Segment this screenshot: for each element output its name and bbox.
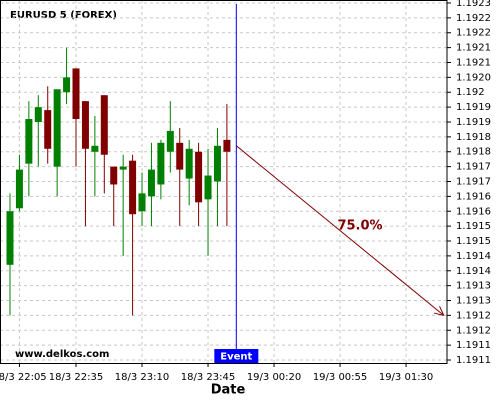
- y-tick-label: 1.1914: [456, 266, 491, 277]
- x-tick-label: 18/3 23:10: [115, 372, 169, 383]
- y-tick-label: 1.1911: [456, 355, 491, 366]
- y-tick-label: 1.1912: [456, 310, 491, 321]
- y-tick-label: 1.1913: [456, 281, 491, 292]
- y-tick-label: 1.1922: [456, 28, 491, 39]
- y-tick-label: 1.1923: [456, 0, 491, 9]
- candle-body: [6, 211, 14, 265]
- projection-label: 75.0%: [337, 219, 382, 234]
- candle-body: [63, 77, 71, 93]
- y-tick-label: 1.1916: [456, 206, 491, 217]
- candle-body: [185, 148, 193, 179]
- arrow-head: [439, 306, 445, 316]
- y-tick-label: 1.1911: [456, 340, 491, 351]
- x-tick-label: 18/3 22:35: [49, 372, 103, 383]
- watermark: www.delkos.com: [15, 349, 109, 360]
- plot-frame: [0, 0, 448, 364]
- candle-body: [119, 166, 127, 170]
- candle-body: [44, 110, 52, 149]
- candle-body: [166, 130, 174, 152]
- y-tick-label: 1.1915: [456, 236, 491, 247]
- x-tick-label: 19/3 01:30: [379, 372, 433, 383]
- y-tick-label: 1.1913: [456, 296, 491, 307]
- y-tick-label: 1.1917: [456, 162, 491, 173]
- y-tick-label: 1.1914: [456, 251, 491, 262]
- candle-body: [25, 119, 33, 164]
- projection-arrow: [236, 145, 445, 316]
- y-tick-label: 1.1919: [456, 102, 491, 113]
- candle-body: [176, 142, 184, 170]
- y-tick-label: 1.1916: [456, 191, 491, 202]
- candle-body: [53, 89, 61, 167]
- y-tick-label: 1.192: [456, 87, 485, 98]
- candle-body: [157, 142, 165, 185]
- y-tick-label: 1.1920: [456, 72, 491, 83]
- x-tick-label: 18/3 22:05: [0, 372, 47, 383]
- candle-body: [72, 68, 80, 120]
- x-axis-title: Date: [211, 383, 246, 398]
- chart-title: EURUSD 5 (FOREX): [10, 10, 117, 21]
- candle-body: [100, 95, 108, 155]
- y-tick-label: 1.1918: [456, 147, 491, 158]
- candle-body: [223, 139, 231, 152]
- candle-body: [195, 151, 203, 203]
- y-tick-label: 1.1918: [456, 132, 491, 143]
- candle-body: [147, 169, 155, 197]
- x-tick-label: 18/3 23:45: [181, 372, 235, 383]
- candle-body: [34, 107, 42, 122]
- event-box: [214, 349, 259, 363]
- arrow-head: [433, 312, 444, 316]
- y-tick-label: 1.1915: [456, 221, 491, 232]
- candle-body: [129, 160, 137, 215]
- candle-body: [204, 175, 212, 200]
- x-tick-label: 19/3 00:55: [313, 372, 367, 383]
- event-label: Event: [220, 352, 252, 363]
- x-tick-label: 19/3 00:20: [247, 372, 301, 383]
- candle-body: [81, 101, 89, 149]
- candle-body: [110, 166, 118, 185]
- y-tick-label: 1.1921: [456, 43, 491, 54]
- y-tick-label: 1.1922: [456, 13, 491, 24]
- y-tick-label: 1.1919: [456, 117, 491, 128]
- candle-body: [15, 169, 23, 209]
- y-tick-label: 1.1917: [456, 177, 491, 188]
- y-tick-label: 1.1912: [456, 325, 491, 336]
- candle-body: [213, 145, 221, 182]
- candle-body: [91, 145, 99, 152]
- y-tick-label: 1.1921: [456, 57, 491, 68]
- candle-body: [138, 193, 146, 212]
